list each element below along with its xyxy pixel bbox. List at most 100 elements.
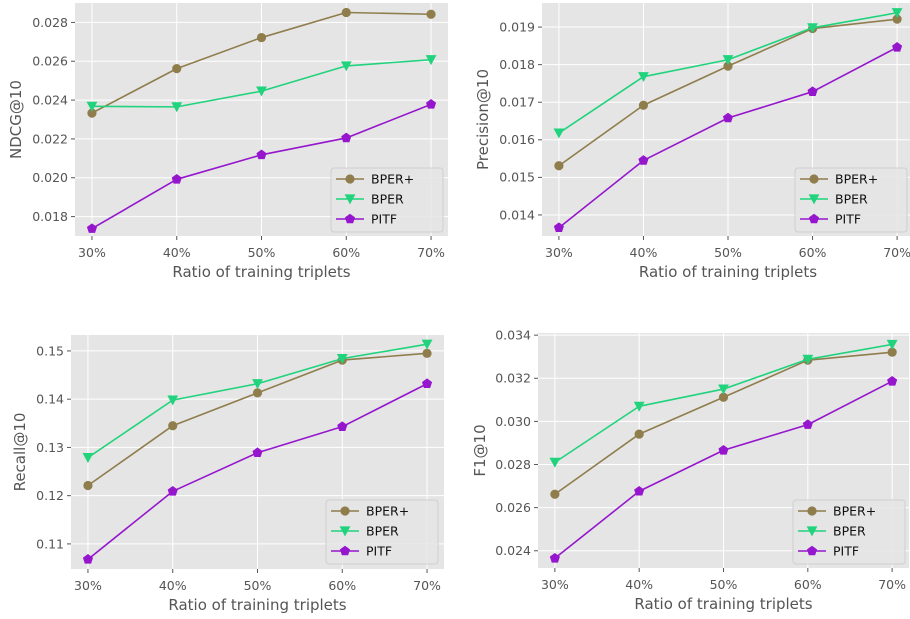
x-tick-label: 50% [710, 577, 738, 592]
y-tick-label: 0.018 [499, 57, 535, 72]
data-point-bper-plus [638, 100, 649, 110]
x-tick-label: 50% [714, 245, 742, 260]
data-point-pitf [807, 86, 818, 96]
y-tick-label: 0.020 [32, 170, 68, 185]
legend-label: BPER [366, 523, 399, 538]
data-point-bper-plus [718, 392, 729, 402]
legend-label: BPER [833, 523, 866, 538]
data-point-bper [891, 8, 903, 19]
y-tick-label: 0.15 [36, 343, 64, 358]
legend-marker-bper [808, 194, 820, 205]
data-point-bper [553, 128, 565, 139]
data-point-bper [336, 354, 348, 365]
legend-marker-bper [339, 526, 351, 537]
y-tick-label: 0.024 [32, 92, 68, 107]
data-point-bper-plus [87, 108, 97, 118]
series-bper [549, 339, 898, 468]
legend-label: PITF [835, 211, 861, 226]
y-tick-label: 0.015 [499, 170, 535, 185]
legend-label: BPER+ [366, 503, 409, 518]
x-tick-label: 50% [244, 578, 272, 593]
data-point-bper [722, 55, 734, 66]
y-tick-label: 0.034 [495, 328, 531, 343]
data-point-bper [171, 102, 183, 113]
x-tick-label: 60% [799, 245, 827, 260]
y-tick-label: 0.12 [36, 488, 64, 503]
data-point-bper [633, 401, 645, 412]
series-pitf [553, 42, 903, 233]
data-point-bper [86, 101, 98, 112]
data-point-bper-plus [426, 9, 436, 19]
x-tick-label: 40% [625, 577, 653, 592]
x-tick-label: 70% [417, 245, 445, 260]
y-tick-label: 0.032 [495, 371, 531, 386]
y-tick-label: 0.022 [32, 131, 68, 146]
data-point-bper [886, 339, 898, 350]
legend-label: BPER [371, 191, 404, 206]
legend-label: BPER+ [833, 503, 876, 518]
y-tick-label: 0.028 [32, 15, 68, 30]
legend: BPER+ BPER PITF [330, 167, 444, 233]
data-point-pitf [634, 485, 645, 496]
y-tick-label: 0.014 [499, 207, 535, 222]
legend-label: PITF [371, 211, 397, 226]
series-bper [86, 55, 437, 113]
x-axis-label: Ratio of training triplets [168, 596, 346, 614]
legend-marker-bper-plus [807, 506, 817, 516]
y-tick-label: 0.13 [36, 440, 64, 455]
data-point-pitf [86, 223, 97, 233]
data-point-pitf [718, 444, 729, 455]
y-tick-label: 0.11 [36, 536, 64, 551]
legend-label: BPER+ [835, 171, 878, 186]
series-bper-plus [87, 7, 436, 118]
data-point-pitf [341, 132, 352, 143]
data-point-bper [421, 339, 433, 350]
legend-frame [325, 499, 439, 565]
legend-label: BPER [835, 191, 868, 206]
y-axis-label: NDCG@10 [7, 80, 25, 159]
data-point-bper [252, 379, 263, 390]
chart-panel-precision-10: 0.014 0.015 0.016 0.017 0.018 0.019 30% 40% 50% 6… [474, 3, 910, 281]
y-tick-label: 0.024 [495, 543, 531, 558]
data-point-bper [256, 86, 267, 97]
data-point-bper-plus [887, 347, 897, 357]
x-tick-label: 30% [74, 578, 102, 593]
data-point-bper [718, 384, 729, 395]
data-point-pitf [638, 155, 649, 165]
data-point-pitf [167, 486, 178, 496]
x-tick-label: 40% [630, 245, 658, 260]
data-point-bper-plus [892, 14, 902, 24]
data-point-pitf [256, 149, 267, 160]
x-axis-label: Ratio of training triplets [639, 263, 817, 281]
data-point-pitf [553, 222, 564, 233]
data-point-pitf [337, 421, 348, 431]
data-point-bper-plus [252, 388, 263, 398]
data-point-bper-plus [256, 32, 267, 43]
legend-marker-bper-plus [809, 174, 819, 184]
legend-marker-bper [344, 194, 356, 205]
data-point-pitf [422, 378, 433, 389]
legend-marker-bper-plus [345, 174, 355, 184]
x-tick-label: 30% [545, 245, 573, 260]
y-tick-label: 0.026 [32, 54, 68, 69]
series-bper [553, 8, 903, 139]
y-axis-label: F1@10 [471, 424, 489, 476]
x-tick-label: 40% [159, 578, 187, 593]
data-point-bper [807, 23, 818, 34]
data-point-pitf [252, 447, 263, 458]
series-bper-plus [554, 14, 902, 171]
data-point-bper [340, 61, 352, 72]
chart-panel-recall-10: 0.11 0.12 0.13 0.14 0.15 30% 40% 50% 60% 70% Ratio… [11, 335, 444, 614]
data-point-bper-plus [723, 61, 733, 71]
data-point-bper-plus [554, 161, 564, 171]
legend-marker-bper [806, 526, 818, 537]
legend-frame [794, 167, 908, 233]
data-point-bper [638, 72, 649, 83]
x-tick-label: 50% [248, 245, 276, 260]
legend: BPER+ BPER PITF [794, 167, 908, 233]
series-bper [82, 339, 433, 463]
data-point-bper-plus [172, 64, 182, 74]
data-point-pitf [802, 419, 813, 429]
x-tick-label: 60% [328, 578, 356, 593]
chart-panel-f1-10: 0.024 0.026 0.028 0.030 0.032 0.034 30% 40% 50% 6… [471, 328, 909, 613]
